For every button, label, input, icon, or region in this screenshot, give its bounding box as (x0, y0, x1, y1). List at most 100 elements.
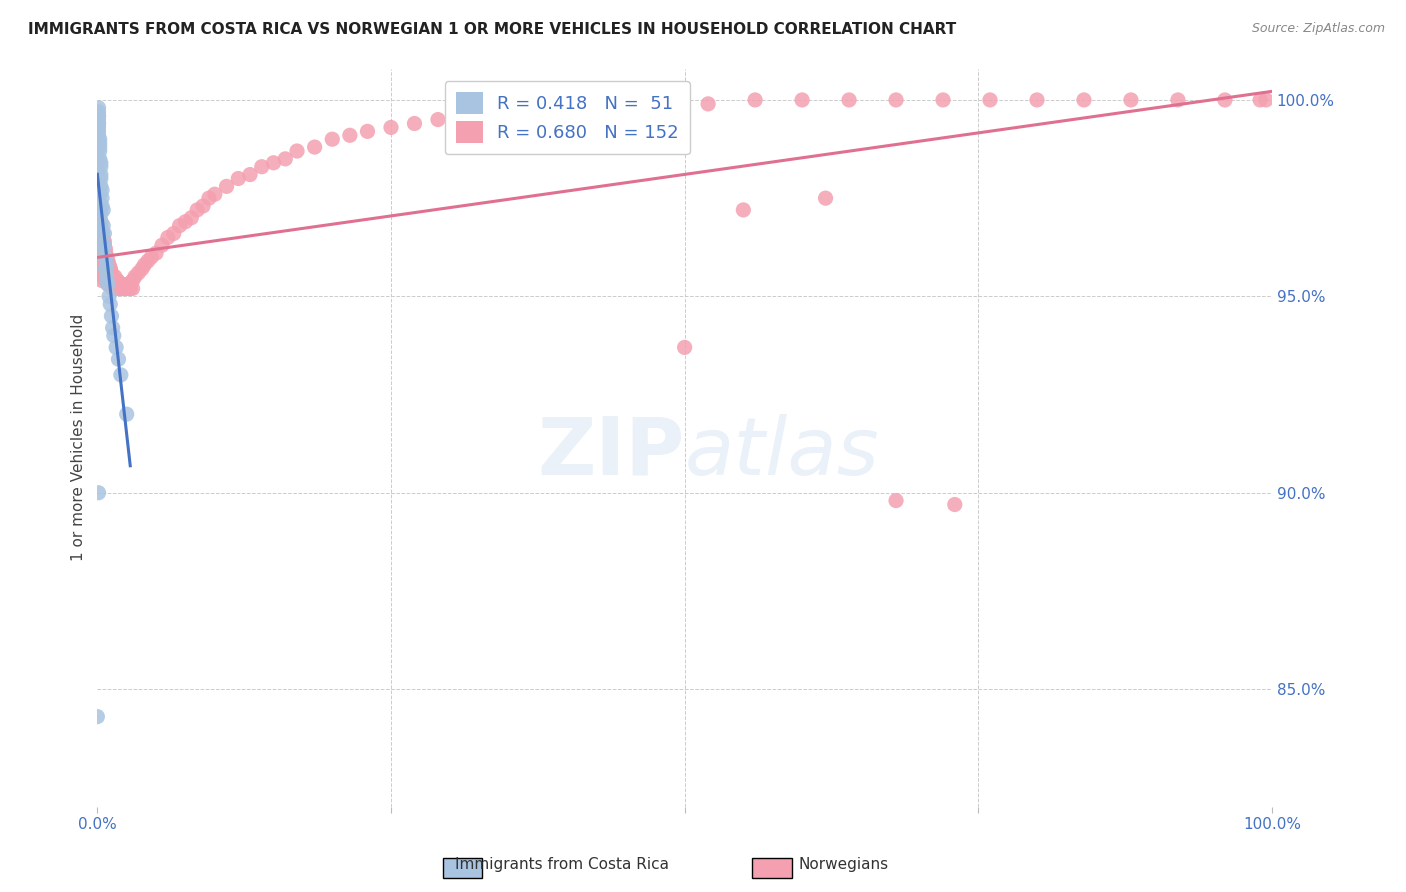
Point (814, 191, 837, 205)
Point (115, 407, 138, 421)
Point (94, 250, 117, 264)
Point (98, 261, 121, 276)
Point (91, 242, 114, 256)
Point (91, 227, 114, 241)
Point (91, 274, 114, 288)
Point (89, 242, 111, 256)
Point (90, 156, 112, 170)
Text: Source: ZipAtlas.com: Source: ZipAtlas.com (1251, 22, 1385, 36)
Text: IMMIGRANTS FROM COSTA RICA VS NORWEGIAN 1 OR MORE VEHICLES IN HOUSEHOLD CORRELAT: IMMIGRANTS FROM COSTA RICA VS NORWEGIAN … (28, 22, 956, 37)
Point (91, 219, 114, 233)
Point (979, 93, 1001, 107)
Point (427, 112, 450, 127)
Point (91, 250, 114, 264)
Point (98, 277, 121, 292)
Point (131, 261, 153, 276)
Point (98, 297, 121, 311)
Point (86, 709, 108, 723)
Point (115, 277, 138, 292)
Point (120, 281, 142, 295)
Point (101, 274, 124, 288)
Point (97, 269, 120, 284)
Point (117, 281, 139, 295)
Point (673, 340, 696, 354)
Point (87, 128, 110, 143)
Point (90, 160, 112, 174)
Point (304, 140, 326, 154)
Point (94, 242, 117, 256)
Point (943, 498, 966, 512)
Point (90, 235, 112, 249)
Point (141, 250, 163, 264)
Point (87, 109, 110, 123)
Point (790, 93, 813, 107)
Legend: R = 0.418   N =  51, R = 0.680   N = 152: R = 0.418 N = 51, R = 0.680 N = 152 (444, 81, 689, 154)
Point (112, 277, 135, 292)
Y-axis label: 1 or more Vehicles in Household: 1 or more Vehicles in Household (72, 314, 86, 561)
Point (180, 211, 202, 225)
Point (107, 281, 129, 295)
Point (94, 246, 117, 260)
Point (105, 274, 128, 288)
Point (107, 277, 129, 292)
Point (94, 274, 117, 288)
Point (96, 250, 118, 264)
Point (90, 168, 112, 182)
Point (87, 112, 110, 127)
Point (90, 215, 112, 229)
Point (90, 261, 112, 276)
Point (733, 202, 755, 217)
Point (93, 258, 115, 272)
Point (98, 274, 121, 288)
Point (96, 250, 118, 264)
Point (100, 269, 122, 284)
Point (98, 261, 121, 276)
Point (145, 246, 167, 260)
Point (339, 128, 361, 143)
Point (110, 368, 132, 382)
Point (96, 274, 118, 288)
Point (104, 269, 127, 284)
Point (89, 152, 111, 166)
Point (134, 258, 156, 272)
Point (93, 266, 115, 280)
Point (89, 132, 111, 146)
Point (91, 261, 114, 276)
Point (87, 109, 110, 123)
Point (204, 187, 226, 202)
Point (90, 219, 112, 233)
Point (91, 183, 114, 197)
Point (91, 250, 114, 264)
Point (96, 261, 118, 276)
Point (94, 254, 117, 268)
Point (105, 277, 128, 292)
Point (124, 269, 146, 284)
Point (87, 124, 110, 138)
Point (87, 120, 110, 135)
Point (90, 254, 112, 268)
Point (93, 235, 115, 249)
Text: Immigrants from Costa Rica: Immigrants from Costa Rica (456, 857, 669, 872)
Point (96, 269, 118, 284)
Point (105, 340, 128, 354)
Point (87, 104, 110, 119)
Point (89, 219, 111, 233)
Point (91, 261, 114, 276)
Point (101, 269, 124, 284)
Point (884, 93, 907, 107)
Point (98, 274, 121, 288)
Point (91, 254, 114, 268)
Point (89, 202, 111, 217)
Point (650, 96, 672, 111)
Point (104, 277, 127, 292)
Point (91, 227, 114, 241)
Point (744, 93, 766, 107)
Point (274, 152, 297, 166)
Point (89, 187, 111, 202)
Point (91, 235, 114, 249)
Point (90, 179, 112, 194)
Point (198, 191, 221, 205)
Point (169, 219, 191, 233)
Point (90, 215, 112, 229)
Point (98, 269, 121, 284)
